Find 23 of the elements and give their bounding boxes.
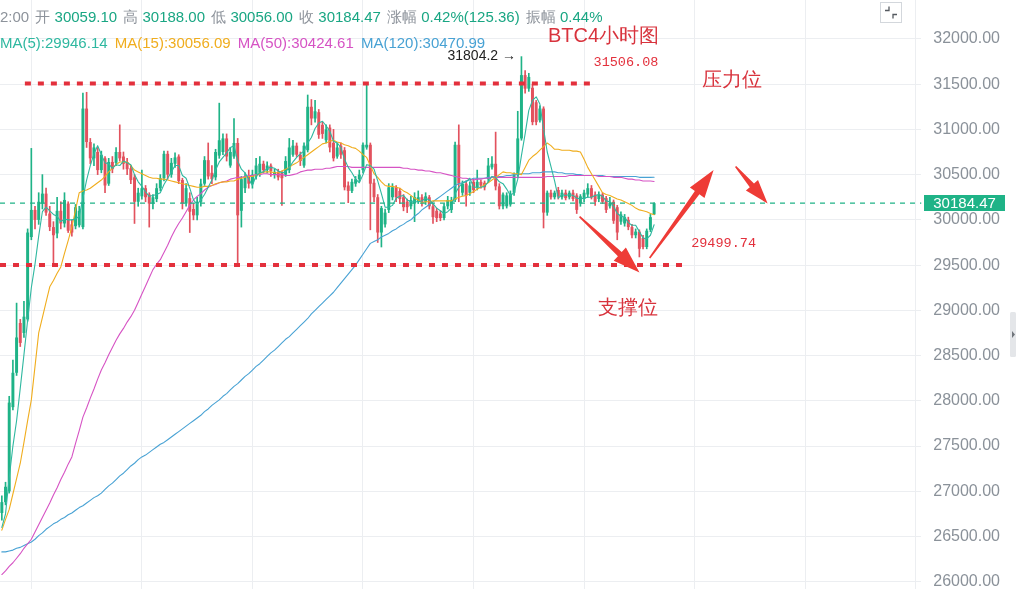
ref-line-label: 29499.74 <box>691 236 756 252</box>
text: 2:00 开 30059.10 高 30188.00 低 30056.00 收 30184.47 涨幅 0.42%(125.36) 振幅 0.44% <box>0 8 603 25</box>
y-tick-label: 30000.00 <box>933 210 1001 228</box>
text: BTC4小时图 <box>548 24 660 47</box>
y-tick-label: 26000.00 <box>933 572 1001 589</box>
y-tick-label: 28000.00 <box>933 391 1001 409</box>
y-tick-label: 31000.00 <box>933 119 1001 137</box>
annotation: 支撑位 <box>598 296 658 319</box>
text: MA(15):30056.09 <box>114 34 231 51</box>
y-tick-label: 29500.00 <box>933 255 1001 273</box>
text: MA(5):29946.14 <box>0 34 108 51</box>
y-tick-label: 29000.00 <box>933 300 1001 318</box>
ref-line-label: 30184.47 <box>924 194 1005 212</box>
y-tick-label: 30500.00 <box>933 165 1001 183</box>
y-tick-label: 31500.00 <box>933 74 1001 92</box>
y-tick-label: 27000.00 <box>933 481 1001 499</box>
y-tick-label: 28500.00 <box>933 345 1001 363</box>
ref-line-label: 31506.08 <box>593 54 659 71</box>
annotation: 压力位 <box>702 68 762 91</box>
y-tick-label: 27500.00 <box>933 436 1001 454</box>
y-tick-label: 32000.00 <box>933 29 1001 47</box>
text: MA(50):30424.61 <box>237 34 354 51</box>
y-tick-label: 26500.00 <box>933 526 1001 544</box>
